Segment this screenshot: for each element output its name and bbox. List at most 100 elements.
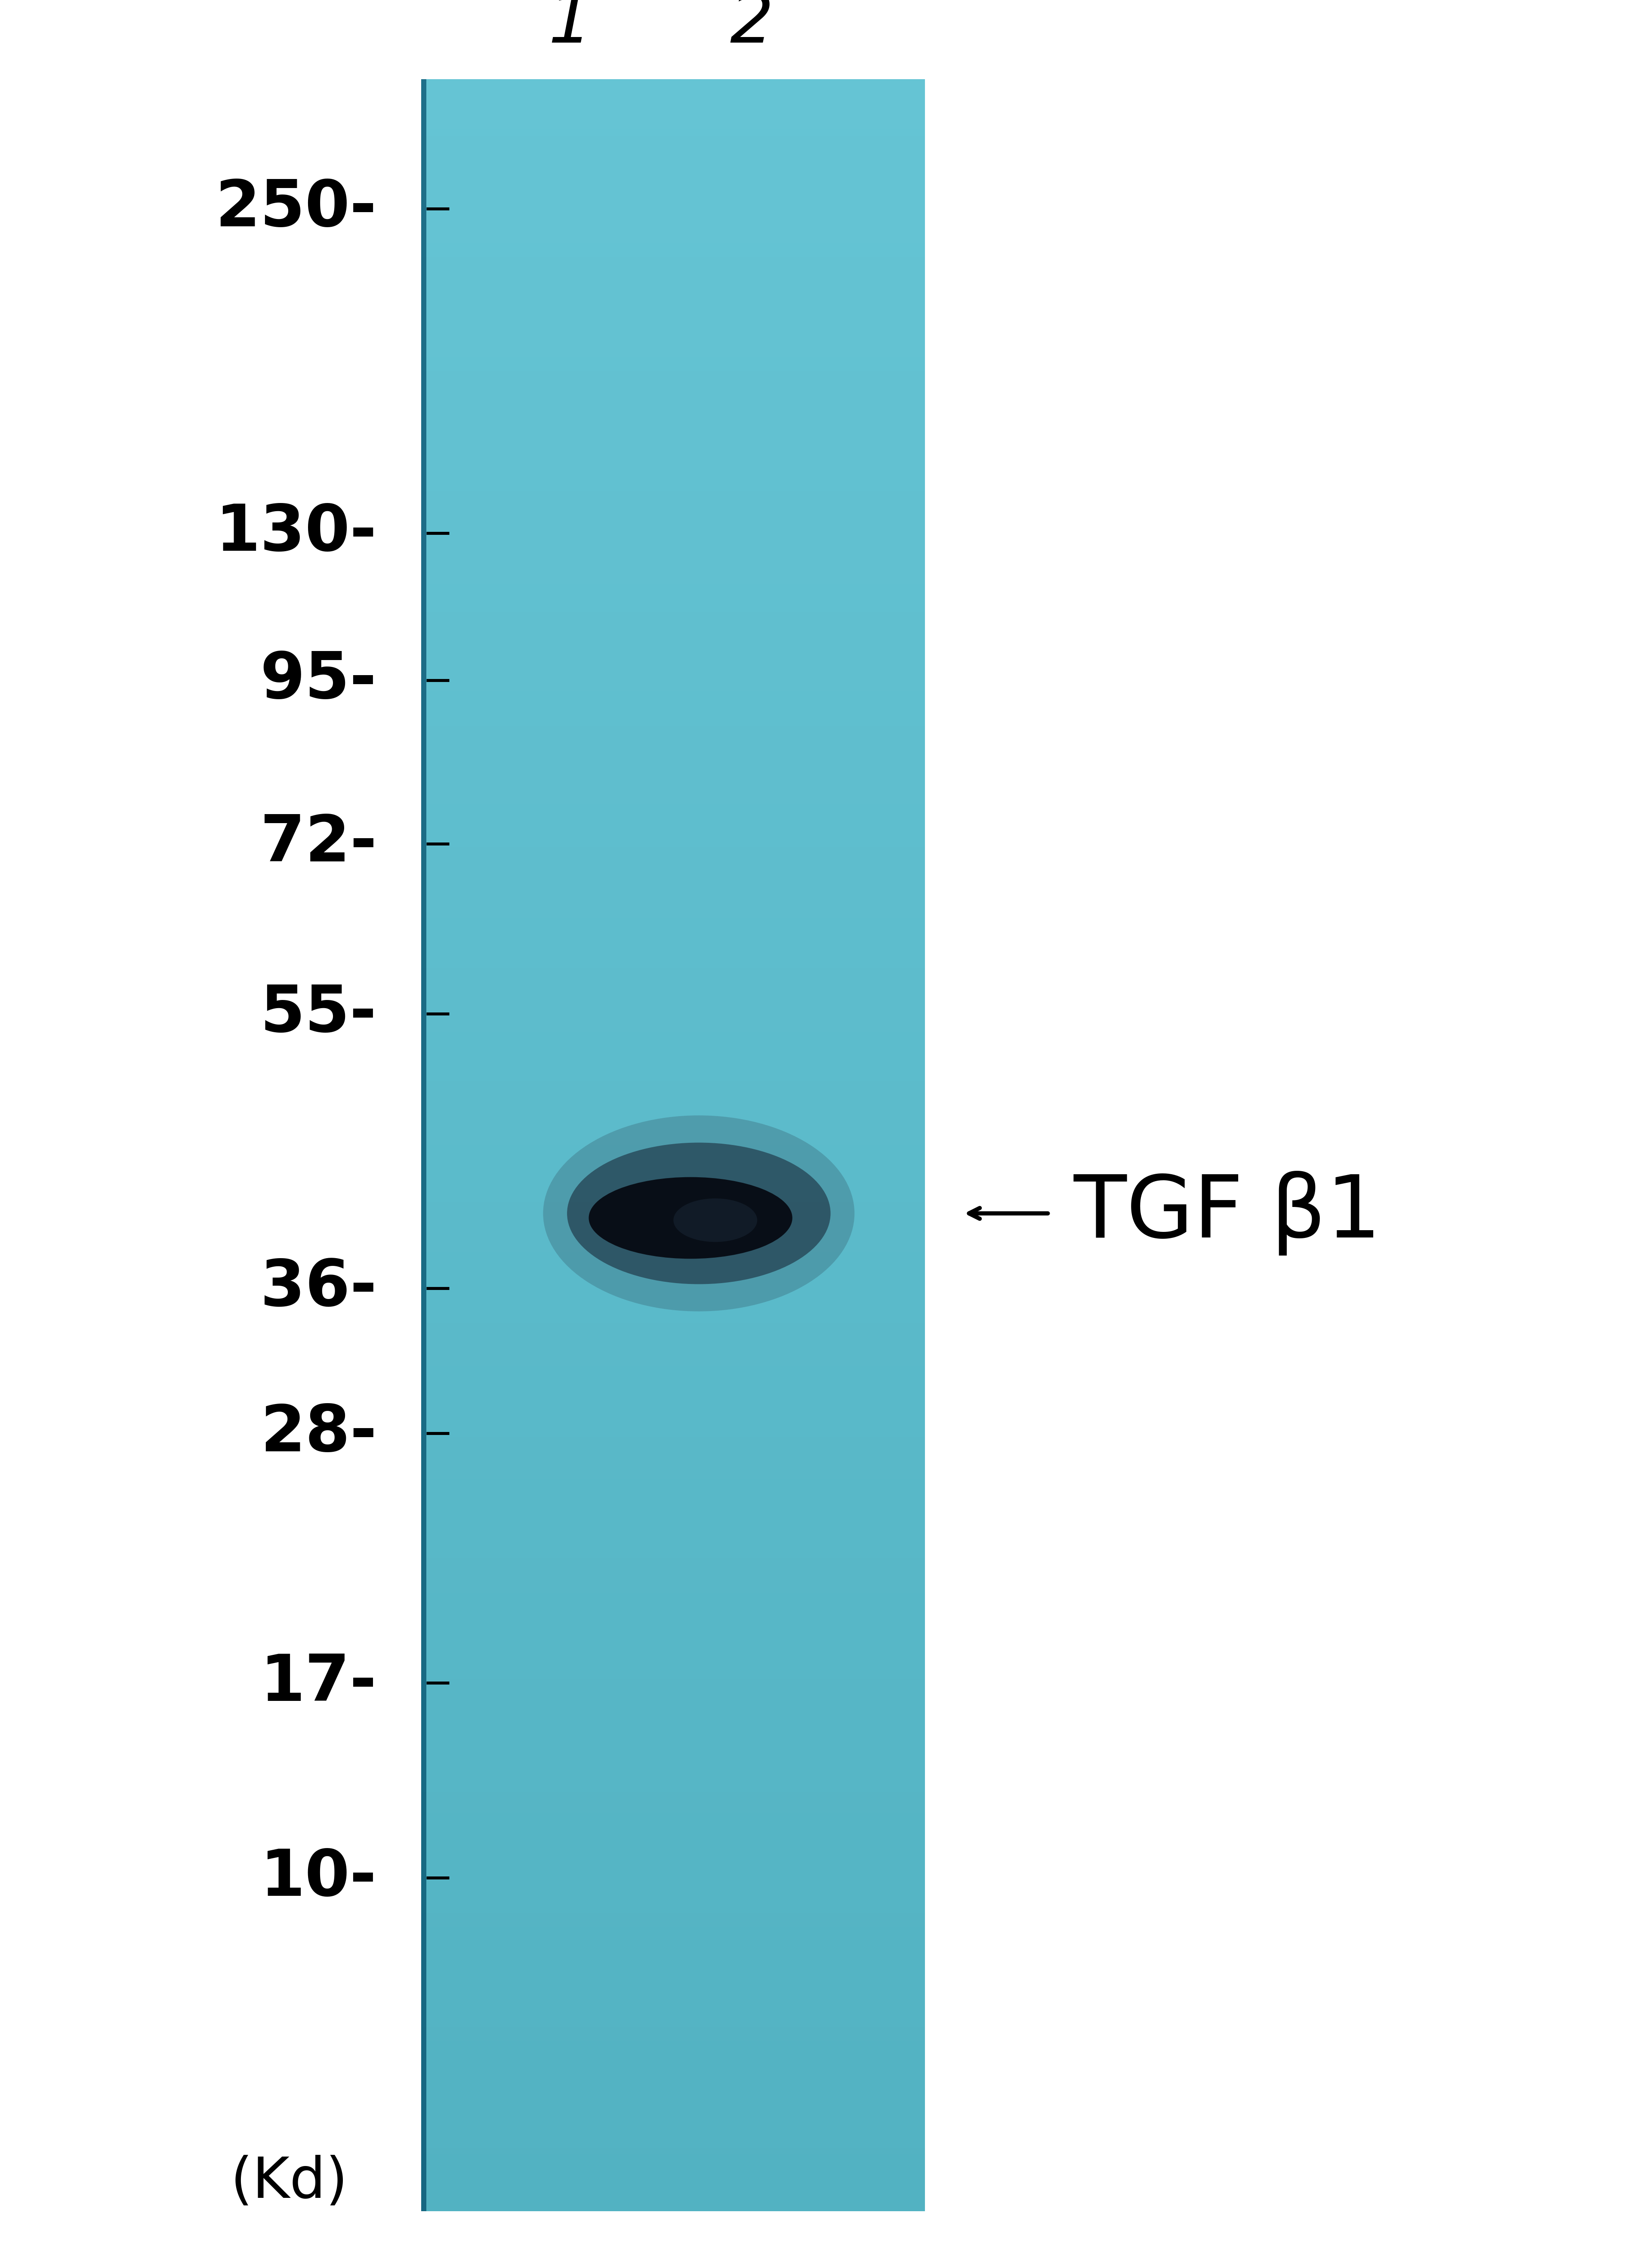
Bar [421,469,925,476]
Bar [421,349,925,356]
Bar [421,2148,925,2155]
Bar [421,1862,925,1871]
Bar [421,1445,925,1452]
Bar [421,996,925,1002]
Bar [421,896,925,903]
Bar [421,962,925,968]
Bar [421,1912,925,1921]
Bar [421,79,426,2211]
Bar [421,79,426,2211]
Bar [421,172,925,179]
Bar [421,1302,925,1309]
Bar [421,1052,925,1059]
Bar [421,619,925,626]
Bar [421,968,925,975]
Bar [421,193,925,200]
Bar [421,1216,925,1222]
Bar [421,2168,925,2175]
Bar [421,1188,925,1195]
Bar [421,925,925,932]
Bar [421,2134,925,2141]
Bar [421,79,426,2211]
Bar [421,449,925,456]
Bar [421,2062,925,2068]
Bar [421,549,925,556]
Text: (Kd): (Kd) [230,2155,349,2209]
Bar [421,79,426,2211]
Bar [421,1259,925,1266]
Bar [421,1535,925,1542]
Bar [421,399,925,406]
Bar [421,1125,925,1132]
Bar [421,1152,925,1159]
Bar [421,1238,925,1245]
Bar [421,2019,925,2028]
Bar [421,1415,925,1422]
Bar [421,526,925,535]
Bar [421,855,925,862]
Bar [421,1742,925,1749]
Bar [421,1458,925,1465]
Bar [421,2141,925,2148]
Bar [421,256,925,263]
Bar [421,946,925,953]
Text: 28-: 28- [259,1402,377,1465]
Bar [421,109,925,116]
Bar [421,513,925,519]
Bar [421,1145,925,1152]
Bar [421,2055,925,2062]
Bar [421,442,925,449]
Bar [421,79,426,2211]
Bar [421,1139,925,1145]
Bar [421,1642,925,1649]
Bar [421,1935,925,1941]
Bar [421,1885,925,1892]
Bar [421,1601,925,1608]
Bar [421,805,925,812]
Bar [421,912,925,919]
Bar [421,989,925,996]
Bar [421,1962,925,1969]
Bar [421,1209,925,1216]
Bar [421,79,426,2211]
Text: 36-: 36- [259,1256,377,1320]
Bar [421,392,925,399]
Bar [421,79,426,2211]
Bar [421,733,925,739]
Bar [421,243,925,249]
Bar [421,1175,925,1182]
Bar [421,839,925,846]
Bar [421,499,925,506]
Bar [421,789,925,796]
Bar [421,150,925,156]
Bar [421,206,925,215]
Bar [421,322,925,329]
Bar [421,1046,925,1052]
Bar [421,79,426,2211]
Bar [421,1551,925,1558]
Bar [421,2118,925,2125]
Bar [421,79,426,2211]
Bar [421,136,925,143]
Bar [421,2068,925,2075]
Bar [421,1721,925,1728]
Bar [421,1855,925,1862]
Bar [421,79,426,2211]
Bar [421,1928,925,1935]
Bar [421,1565,925,1572]
Bar [421,435,925,442]
Bar [421,626,925,633]
Bar [421,1622,925,1628]
Bar [421,79,925,86]
Bar [421,776,925,782]
Bar [421,313,925,322]
Bar [421,1665,925,1672]
Text: 55-: 55- [259,982,377,1046]
Bar [421,2175,925,2182]
Bar [421,1408,925,1415]
Bar [421,1345,925,1352]
Bar [421,1685,925,1692]
Bar [421,556,925,562]
Bar [421,1585,925,1592]
Bar [421,1338,925,1345]
